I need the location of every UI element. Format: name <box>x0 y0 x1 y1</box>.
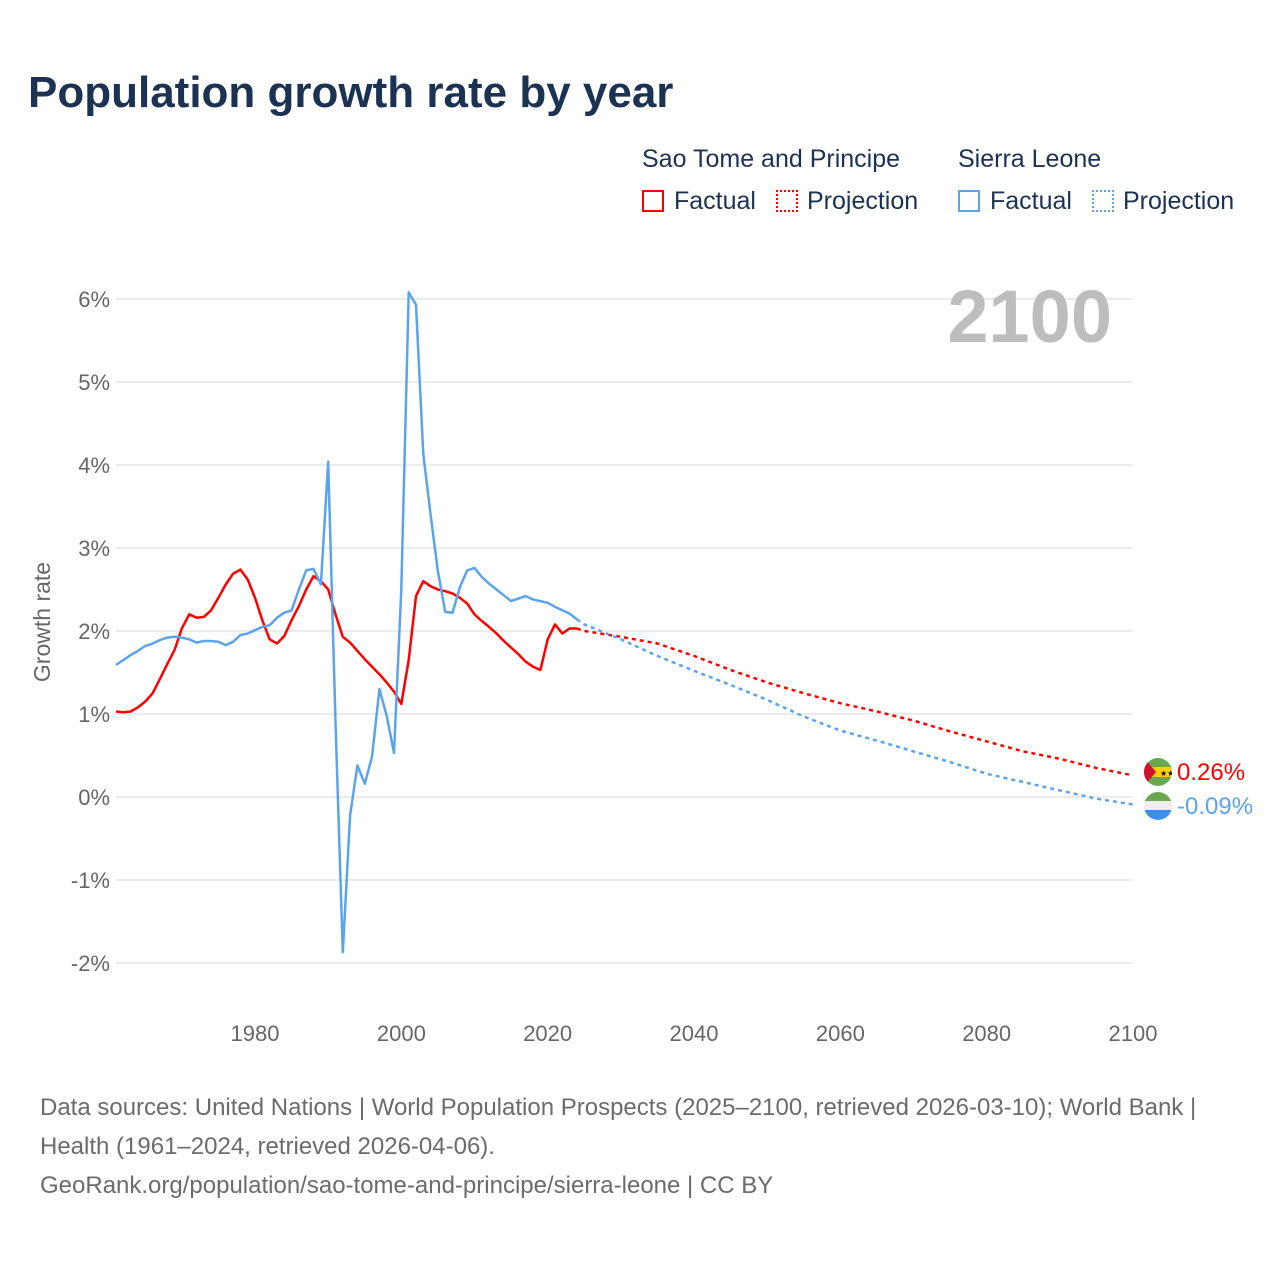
x-tick-label: 2000 <box>377 1021 426 1046</box>
y-tick-label: -2% <box>71 951 110 976</box>
source-link[interactable]: GeoRank.org/population/sao-tome-and-prin… <box>40 1172 774 1199</box>
chart-title: Population growth rate by year <box>28 68 674 117</box>
legend-swatch-dotted <box>776 190 798 212</box>
flag-sierra-leone-icon <box>1144 792 1172 820</box>
series-line-projection-0 <box>576 627 1134 777</box>
flag-sao-tome-icon: ★★ <box>1144 758 1174 786</box>
source-text: Data sources: United Nations | World Pop… <box>40 1094 1197 1160</box>
y-tick-label: 0% <box>78 785 110 810</box>
y-tick-label: 2% <box>78 619 110 644</box>
year-watermark: 2100 <box>947 275 1112 358</box>
end-label-stp: 0.26% <box>1177 759 1245 786</box>
legend-group-sl: Sierra Leone <box>958 145 1102 173</box>
y-tick-label: 5% <box>78 370 110 395</box>
x-tick-label: 2020 <box>523 1021 572 1046</box>
legend-label: Projection <box>1123 187 1235 215</box>
y-tick-label: -1% <box>71 868 110 893</box>
legend-swatch-dotted <box>1092 190 1114 212</box>
legend-group-stp: Sao Tome and Principe <box>642 145 901 173</box>
x-tick-label: 2060 <box>816 1021 865 1046</box>
svg-text:★★: ★★ <box>1160 769 1174 778</box>
data-source-note: Data sources: United Nations | World Pop… <box>40 1088 1240 1205</box>
legend-sl-factual[interactable]: Factual <box>958 187 1072 216</box>
legend-stp-factual[interactable]: Factual <box>642 187 756 216</box>
y-axis-label: Growth rate <box>29 562 55 682</box>
legend-label: Factual <box>674 187 756 215</box>
x-tick-label: 1980 <box>231 1021 280 1046</box>
y-tick-label: 4% <box>78 453 110 478</box>
series-line-factual-1 <box>115 291 578 954</box>
y-tick-label: 3% <box>78 536 110 561</box>
legend-stp-projection[interactable]: Projection <box>776 187 918 216</box>
x-tick-label: 2040 <box>670 1021 719 1046</box>
series-line-factual-0 <box>115 568 577 714</box>
y-tick-label: 1% <box>78 702 110 727</box>
x-tick-label: 2080 <box>962 1021 1011 1046</box>
y-tick-label: 6% <box>78 287 110 312</box>
end-label-sl: -0.09% <box>1177 793 1253 820</box>
x-tick-label: 2100 <box>1109 1021 1158 1046</box>
series-line-projection-1 <box>576 618 1134 806</box>
legend-label: Factual <box>990 187 1072 215</box>
legend-label: Projection <box>807 187 919 215</box>
legend-swatch-solid <box>958 190 980 212</box>
legend-sl-projection[interactable]: Projection <box>1092 187 1234 216</box>
legend-swatch-solid <box>642 190 664 212</box>
